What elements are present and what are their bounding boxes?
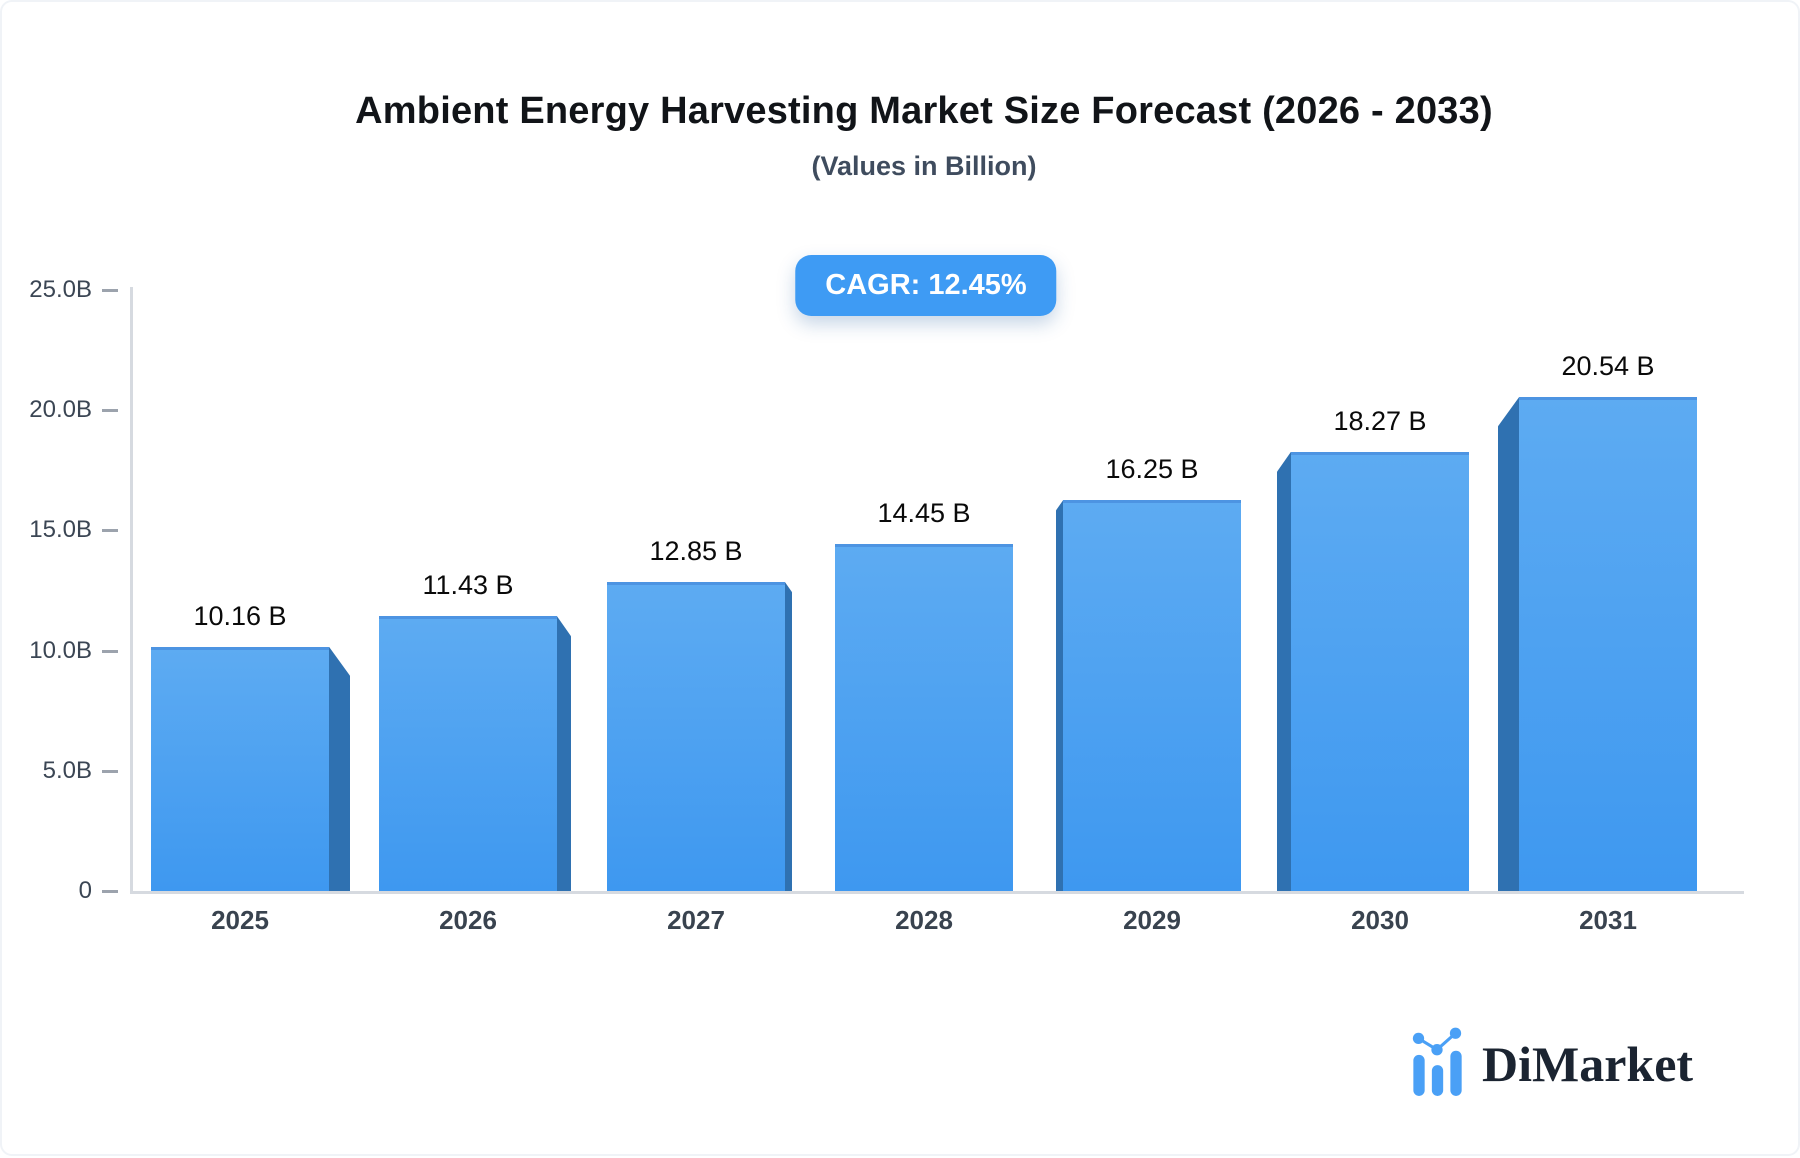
brand-logo: DiMarket xyxy=(1406,1024,1693,1103)
y-axis-tick-label: 20.0B xyxy=(29,396,92,424)
chart-title: Ambient Energy Harvesting Market Size Fo… xyxy=(355,90,1493,132)
chart-header: Ambient Energy Harvesting Market Size Fo… xyxy=(2,90,1798,182)
bar-value-label: 11.43 B xyxy=(422,570,514,601)
bar-2029 xyxy=(1063,500,1241,891)
bar-value-label: 16.25 B xyxy=(1105,454,1199,485)
x-axis-category-label: 2029 xyxy=(1123,905,1181,935)
x-axis-category-label: 2026 xyxy=(439,905,497,935)
bar-value-label: 18.27 B xyxy=(1333,405,1427,436)
bar-3d-side xyxy=(557,616,571,891)
bar-2031 xyxy=(1519,397,1697,891)
y-axis-tick xyxy=(102,890,118,893)
x-axis-category-label: 2025 xyxy=(211,905,269,935)
bar-chart-dots-icon xyxy=(1406,1024,1468,1103)
y-axis-tick-label: 10.0B xyxy=(29,636,92,664)
y-axis-tick xyxy=(102,289,118,292)
y-axis-tick xyxy=(102,409,118,413)
y-axis-tick xyxy=(102,649,118,653)
x-axis-category-label: 2031 xyxy=(1579,905,1637,935)
bar-value-label: 14.45 B xyxy=(877,497,971,528)
y-axis-tick xyxy=(102,529,118,533)
bar-3d-side xyxy=(1498,397,1519,891)
bar-value-label: 10.16 B xyxy=(193,600,287,631)
bar-2025 xyxy=(151,646,329,891)
x-axis-category-label: 2027 xyxy=(667,905,725,935)
y-axis-tick-label: 5.0B xyxy=(42,756,92,784)
bar-value-label: 12.85 B xyxy=(649,536,743,567)
bar-value-label: 20.54 B xyxy=(1561,351,1655,382)
bar-3d-side xyxy=(329,646,350,891)
bar-3d-side xyxy=(1277,451,1291,891)
bar-2028 xyxy=(835,543,1013,891)
y-axis-tick-label: 25.0B xyxy=(29,276,92,303)
x-axis-category-label: 2028 xyxy=(895,905,953,935)
y-axis-tick-label: 15.0B xyxy=(29,516,92,544)
y-axis-tick xyxy=(102,769,118,773)
x-axis-category-label: 2030 xyxy=(1351,905,1409,935)
y-axis-line xyxy=(130,287,133,894)
brand-name: DiMarket xyxy=(1482,1035,1694,1092)
bar-2026 xyxy=(379,616,557,891)
bar-2030 xyxy=(1291,451,1469,891)
bar-3d-side xyxy=(1056,500,1063,891)
bar-2027 xyxy=(607,582,785,891)
y-axis-tick-label: 0 xyxy=(78,877,92,904)
chart-subtitle: (Values in Billion) xyxy=(811,151,1037,181)
bar-3d-side xyxy=(785,582,792,891)
cagr-badge: CAGR: 12.45% xyxy=(795,255,1057,316)
x-axis-line xyxy=(130,891,1744,894)
